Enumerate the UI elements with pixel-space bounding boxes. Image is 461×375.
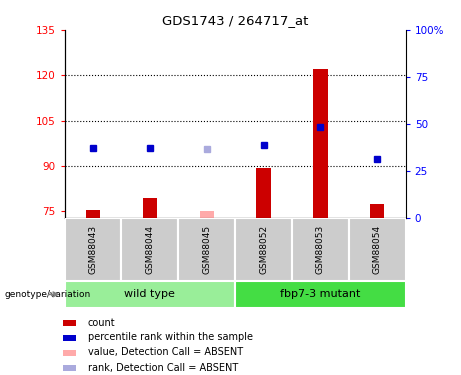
Text: value, Detection Call = ABSENT: value, Detection Call = ABSENT xyxy=(88,348,243,357)
Text: rank, Detection Call = ABSENT: rank, Detection Call = ABSENT xyxy=(88,363,238,372)
Bar xyxy=(121,217,178,281)
Text: GSM88053: GSM88053 xyxy=(316,225,325,274)
Text: count: count xyxy=(88,318,115,327)
Text: fbp7-3 mutant: fbp7-3 mutant xyxy=(280,290,361,299)
Bar xyxy=(64,320,77,326)
Text: wild type: wild type xyxy=(124,290,175,299)
Bar xyxy=(64,365,77,371)
Text: percentile rank within the sample: percentile rank within the sample xyxy=(88,333,253,342)
Text: GSM88054: GSM88054 xyxy=(373,225,382,274)
Text: GSM88043: GSM88043 xyxy=(89,225,97,274)
Bar xyxy=(370,204,384,218)
Bar xyxy=(64,335,77,341)
Bar xyxy=(178,217,235,281)
Title: GDS1743 / 264717_at: GDS1743 / 264717_at xyxy=(162,15,308,27)
Text: GSM88044: GSM88044 xyxy=(145,225,154,274)
Bar xyxy=(235,281,406,308)
Bar xyxy=(256,168,271,217)
Bar xyxy=(65,281,235,308)
Bar xyxy=(65,217,121,281)
Text: GSM88052: GSM88052 xyxy=(259,225,268,274)
Bar xyxy=(235,217,292,281)
Text: genotype/variation: genotype/variation xyxy=(5,290,91,299)
Bar xyxy=(200,211,214,218)
Bar xyxy=(64,350,77,356)
Bar xyxy=(143,198,157,217)
Text: GSM88045: GSM88045 xyxy=(202,225,211,274)
Bar xyxy=(349,217,406,281)
Bar xyxy=(86,210,100,218)
Bar xyxy=(313,69,327,218)
Bar xyxy=(292,217,349,281)
